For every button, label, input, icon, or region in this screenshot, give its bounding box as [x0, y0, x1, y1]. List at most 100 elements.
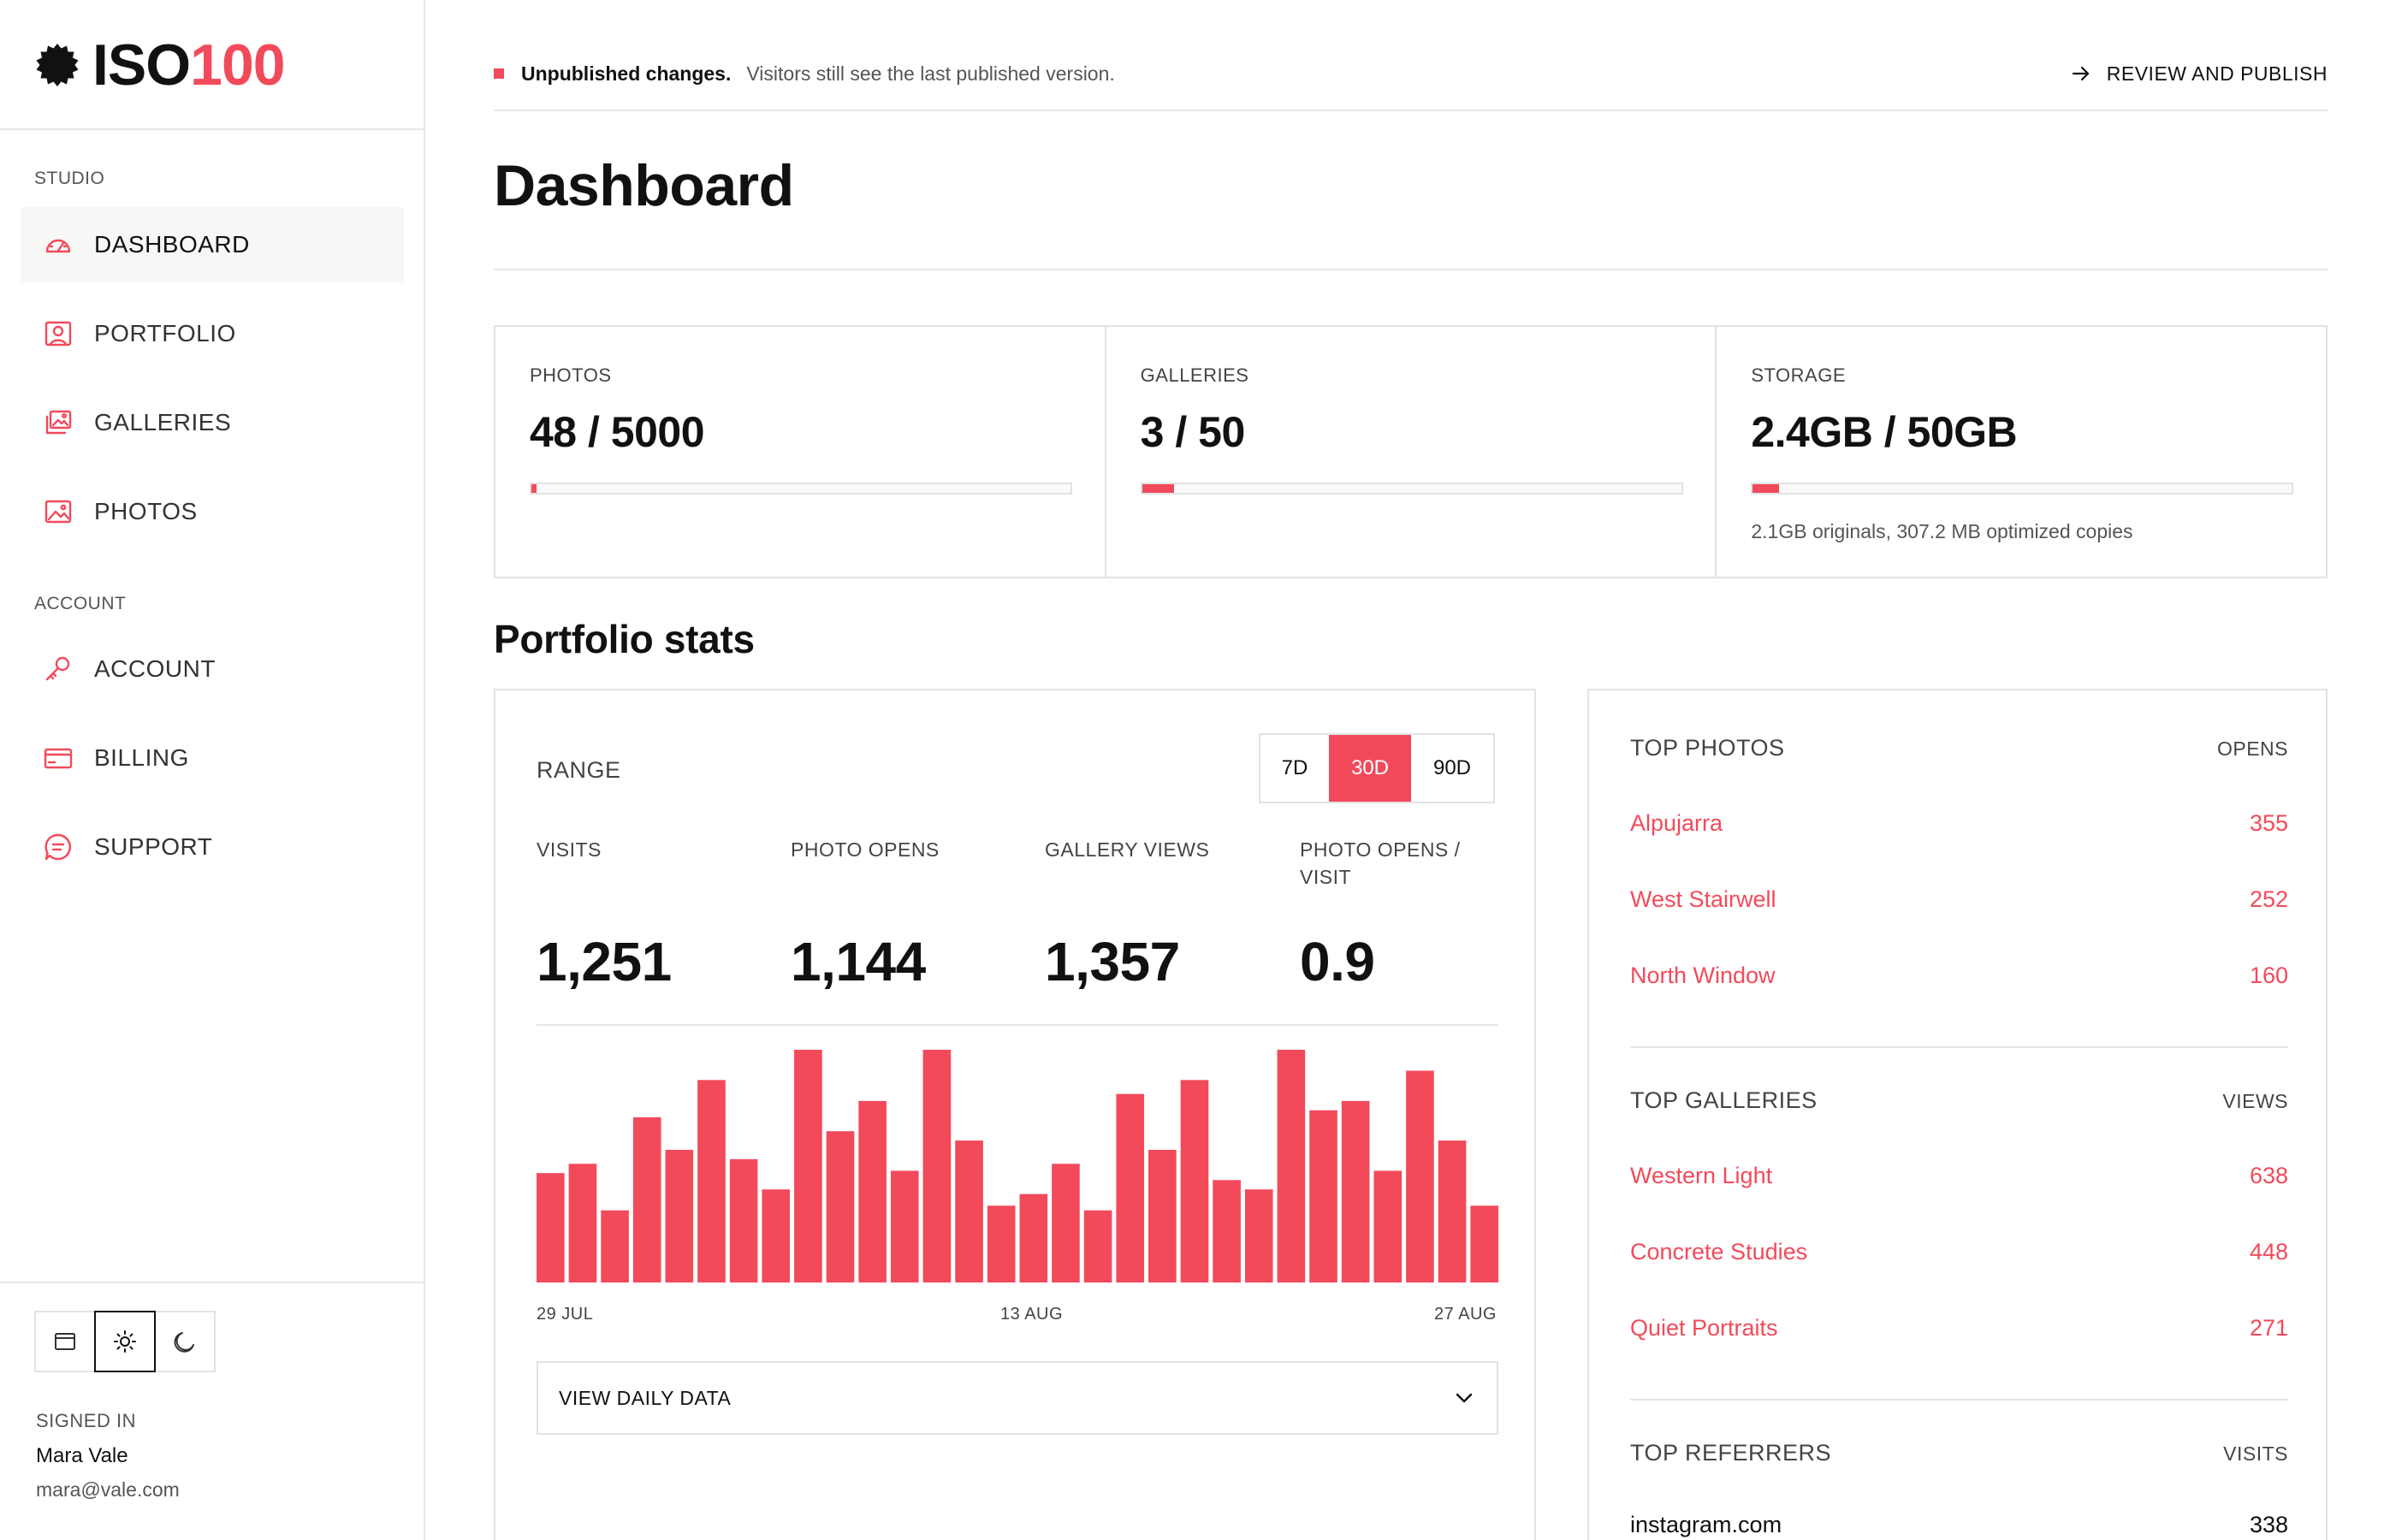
sidebar-item-support[interactable]: SUPPORT — [21, 809, 404, 885]
top-referrers-title: TOP REFERRERS — [1630, 1440, 1832, 1466]
chart-bar[interactable] — [697, 1080, 726, 1282]
top-referrer-count: 338 — [2249, 1512, 2288, 1537]
chart-bar[interactable] — [1180, 1080, 1209, 1282]
chart-bar[interactable] — [537, 1173, 565, 1282]
chart-bar[interactable] — [1116, 1093, 1145, 1282]
range-30d-button[interactable]: 30D — [1329, 735, 1411, 802]
chart-bar[interactable] — [1148, 1149, 1177, 1282]
metric-photo-opens-per-visit: PHOTO OPENS / VISIT 0.9 — [1300, 836, 1497, 992]
metric-value: 1,357 — [1045, 931, 1180, 992]
chart-bar[interactable] — [1019, 1194, 1048, 1282]
chart-bar[interactable] — [1213, 1180, 1241, 1282]
chart-bar[interactable] — [632, 1116, 661, 1282]
chart-bar[interactable] — [1244, 1189, 1273, 1282]
chart-bar[interactable] — [1406, 1070, 1434, 1282]
chart-bar[interactable] — [1277, 1050, 1306, 1282]
chart-bar[interactable] — [858, 1100, 887, 1282]
brand-accent: 100 — [190, 33, 285, 98]
top-gallery-name: Western Light — [1630, 1163, 1773, 1188]
usage-value: 3 / 50 — [1140, 408, 1246, 456]
top-photo-row[interactable]: Alpujarra 355 — [1630, 810, 2288, 837]
metric-value: 1,251 — [537, 931, 672, 992]
chart-bar[interactable] — [568, 1164, 597, 1282]
theme-light-button[interactable] — [94, 1311, 156, 1372]
gauge-icon — [45, 239, 71, 253]
chart-bar[interactable] — [729, 1158, 758, 1282]
sidebar-item-dashboard[interactable]: DASHBOARD — [21, 207, 404, 282]
storage-breakdown-note: 2.1GB originals, 307.2 MB optimized copi… — [1751, 520, 2133, 542]
usage-label: STORAGE — [1751, 364, 1847, 386]
chart-bar[interactable] — [1052, 1164, 1080, 1282]
sidebar-section-account: ACCOUNT — [34, 594, 127, 613]
usage-value: 48 / 5000 — [530, 408, 705, 456]
top-gallery-row[interactable]: Quiet Portraits 271 — [1630, 1315, 2288, 1342]
chart-bar[interactable] — [955, 1140, 983, 1282]
chart-bar[interactable] — [922, 1050, 952, 1282]
top-gallery-row[interactable]: Concrete Studies 448 — [1630, 1239, 2288, 1265]
portfolio-stats-panel: RANGE 7D 30D 90D VISITS 1,251 PHOTO OPEN… — [494, 689, 1536, 1540]
chart-bar[interactable] — [1309, 1110, 1337, 1282]
top-gallery-row[interactable]: Western Light 638 — [1630, 1163, 2288, 1189]
metric-gallery-views: GALLERY VIEWS 1,357 — [1045, 836, 1267, 992]
top-photo-name: Alpujarra — [1630, 810, 1723, 836]
chart-bar[interactable] — [794, 1050, 822, 1282]
review-and-publish-link[interactable]: REVIEW AND PUBLISH — [2069, 56, 2328, 91]
sidebar-item-account[interactable]: ACCOUNT — [21, 631, 404, 707]
chart-bar[interactable] — [762, 1189, 791, 1282]
top-photo-row[interactable]: North Window 160 — [1630, 962, 2288, 989]
view-daily-data-dropdown[interactable]: VIEW DAILY DATA — [537, 1361, 1498, 1435]
chart-bar[interactable] — [601, 1210, 629, 1282]
window-icon — [55, 1333, 75, 1350]
chart-bar[interactable] — [890, 1170, 919, 1282]
top-photo-name: North Window — [1630, 962, 1776, 988]
metric-label: PHOTO OPENS / VISIT — [1300, 838, 1461, 888]
top-photos-title: TOP PHOTOS — [1630, 735, 1785, 761]
signed-in-label: SIGNED IN — [36, 1410, 136, 1431]
sidebar-item-galleries[interactable]: GALLERIES — [21, 385, 404, 460]
range-90d-button[interactable]: 90D — [1411, 735, 1493, 802]
metric-visits: VISITS 1,251 — [537, 836, 759, 992]
chevron-down-icon — [1456, 1393, 1473, 1403]
range-label: RANGE — [537, 757, 621, 783]
top-photo-row[interactable]: West Stairwell 252 — [1630, 886, 2288, 913]
unpublished-banner: Unpublished changes. Visitors still see … — [494, 56, 2328, 91]
top-photo-count: 252 — [2249, 886, 2288, 912]
sidebar-item-label: PHOTOS — [94, 498, 198, 524]
usage-progress-bar — [1140, 483, 1683, 495]
chart-bar[interactable] — [1438, 1140, 1467, 1282]
banner-divider — [494, 110, 2328, 111]
range-selector: 7D 30D 90D — [1259, 733, 1495, 803]
user-name: Mara Vale — [36, 1444, 128, 1467]
range-7d-button[interactable]: 7D — [1260, 735, 1329, 802]
chart-bar[interactable] — [1083, 1210, 1112, 1282]
chart-bar[interactable] — [1470, 1205, 1498, 1282]
sidebar-item-billing[interactable]: BILLING — [21, 720, 404, 796]
chart-bar[interactable] — [987, 1205, 1016, 1282]
top-referrers-column: VISITS — [2223, 1442, 2288, 1465]
title-divider — [494, 269, 2328, 270]
top-referrer-row[interactable]: instagram.com 338 — [1630, 1512, 2288, 1538]
chart-bar[interactable] — [1373, 1170, 1403, 1282]
image-icon — [44, 500, 72, 524]
metric-label: VISITS — [537, 838, 602, 861]
metric-value: 1,144 — [791, 931, 926, 992]
chart-bar[interactable] — [1341, 1100, 1370, 1282]
sidebar-item-label: GALLERIES — [94, 409, 232, 435]
theme-dark-button[interactable] — [154, 1311, 216, 1372]
chart-bar[interactable] — [665, 1149, 694, 1282]
brand-logo[interactable]: ISO100 — [34, 33, 286, 98]
main-content: Unpublished changes. Visitors still see … — [494, 0, 2328, 1540]
x-tick-label: 13 AUG — [1000, 1305, 1064, 1324]
sidebar-item-portfolio[interactable]: PORTFOLIO — [21, 296, 404, 371]
user-email: mara@vale.com — [36, 1478, 180, 1501]
chart-bar[interactable] — [826, 1131, 855, 1282]
top-gallery-count: 448 — [2249, 1239, 2288, 1265]
status-dot — [494, 68, 504, 79]
theme-system-button[interactable] — [34, 1311, 96, 1372]
review-and-publish-label: REVIEW AND PUBLISH — [2106, 62, 2328, 85]
usage-card-storage: STORAGE 2.4GB / 50GB 2.1GB originals, 30… — [1715, 327, 2326, 577]
sidebar-item-photos[interactable]: PHOTOS — [21, 474, 404, 549]
banner-muted-text: Visitors still see the last published ve… — [746, 62, 1115, 85]
daily-bar-chart — [537, 1050, 1498, 1282]
x-tick-label: 29 JUL — [537, 1305, 594, 1324]
